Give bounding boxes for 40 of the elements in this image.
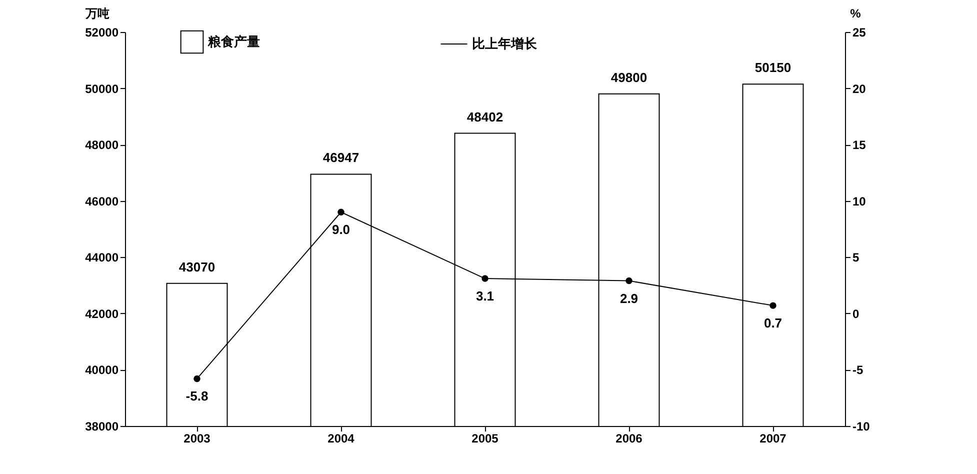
y2-tick-label: 5 — [852, 250, 860, 265]
data-label: 2.9 — [620, 290, 638, 306]
point — [194, 375, 200, 382]
point — [626, 277, 632, 284]
y-axis-title: 万吨 — [84, 6, 110, 20]
x-tick-label: 2007 — [760, 432, 787, 446]
legend-label: 粮食产量 — [207, 34, 260, 49]
point — [338, 208, 344, 216]
point — [770, 302, 776, 309]
y2-tick-label: 15 — [852, 138, 866, 152]
data-label: 46947 — [322, 150, 360, 166]
y-tick-label: 44000 — [85, 250, 119, 265]
y2-tick-label: -5 — [852, 363, 864, 378]
data-label: -5.8 — [186, 388, 208, 404]
x-tick-label: 2003 — [184, 432, 211, 446]
y2-tick-label: 25 — [852, 26, 866, 40]
data-label: 9.0 — [332, 222, 350, 238]
y-tick-label: 40000 — [85, 363, 119, 378]
y-tick-label: 46000 — [85, 194, 119, 208]
data-label: 0.7 — [764, 316, 782, 331]
y2-tick-label: -10 — [852, 420, 870, 434]
data-label: 3.1 — [476, 288, 494, 304]
x-tick-label: 2004 — [328, 432, 355, 446]
y-tick-label: 42000 — [85, 306, 119, 321]
y-tick-label: 48000 — [85, 138, 119, 152]
y2-tick-label: 20 — [852, 82, 866, 96]
data-label: 49800 — [610, 70, 648, 85]
y-tick-label: 50000 — [85, 82, 119, 96]
y2-axis-title: % — [850, 6, 862, 20]
data-label: 43070 — [178, 259, 216, 274]
y2-tick-label: 0 — [852, 306, 860, 321]
point — [482, 275, 488, 282]
y-tick-label: 38000 — [85, 420, 119, 434]
legend-label: 比上年增长 — [472, 36, 538, 51]
y-tick-label: 52000 — [85, 26, 119, 40]
x-tick-label: 2005 — [472, 432, 499, 446]
data-label: 50150 — [754, 60, 792, 76]
y2-tick-label: 10 — [852, 194, 866, 208]
x-tick-label: 2006 — [616, 432, 643, 446]
data-label: 48402 — [466, 109, 504, 124]
